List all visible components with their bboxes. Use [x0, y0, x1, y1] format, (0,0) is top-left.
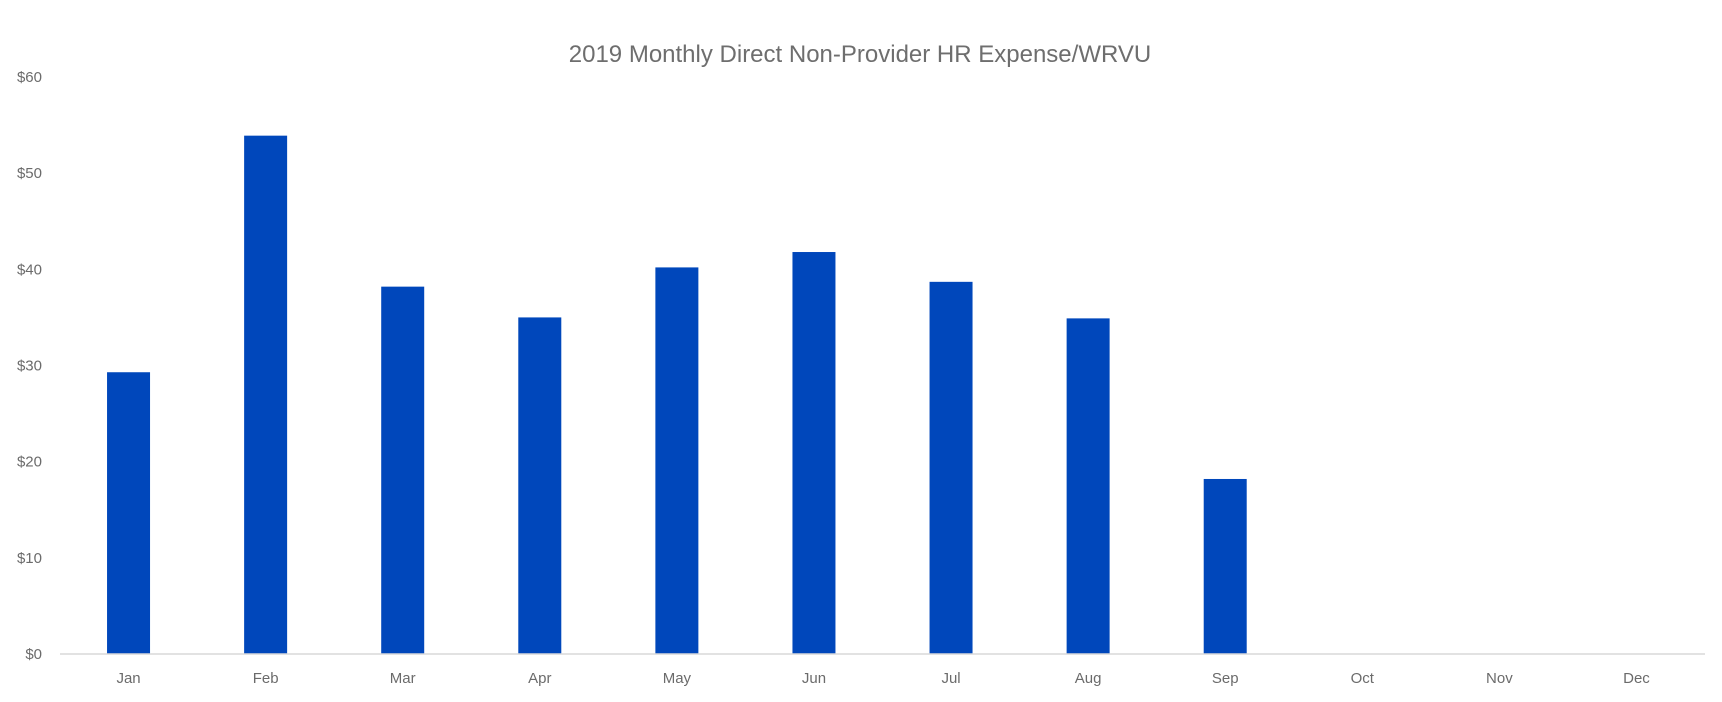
bar-jun: [792, 252, 836, 655]
x-tick-label: Jan: [116, 670, 140, 687]
bar-jul: [929, 281, 973, 654]
bar-jan: [107, 372, 151, 654]
x-tick-label: Jun: [802, 670, 826, 687]
chart-title: 2019 Monthly Direct Non-Provider HR Expe…: [569, 41, 1151, 68]
x-axis-ticks: Jan Feb Mar Apr May Jun Jul Aug Sep Oct Nov Dec: [116, 670, 1650, 687]
bar-may: [655, 267, 699, 654]
bars: [107, 135, 1247, 655]
bar-mar: [381, 286, 425, 654]
x-tick-label: Oct: [1351, 670, 1375, 687]
x-tick-label: Sep: [1212, 670, 1239, 687]
bar-sep: [1203, 478, 1247, 654]
x-tick-label: Nov: [1486, 670, 1513, 687]
y-tick-label: $10: [17, 550, 42, 567]
bar-aug: [1066, 318, 1110, 654]
y-tick-label: $0: [25, 646, 42, 663]
x-tick-label: Apr: [528, 670, 551, 687]
bar-apr: [518, 317, 562, 654]
y-axis-ticks: $0 $10 $20 $30 $40 $50 $60: [17, 69, 42, 663]
y-tick-label: $30: [17, 358, 42, 375]
bar-feb: [244, 135, 288, 654]
y-tick-label: $20: [17, 454, 42, 471]
x-tick-label: Feb: [253, 670, 279, 687]
y-tick-label: $50: [17, 165, 42, 182]
x-tick-label: Jul: [941, 670, 960, 687]
x-tick-label: Mar: [390, 670, 416, 687]
x-tick-label: May: [663, 670, 692, 687]
y-tick-label: $40: [17, 261, 42, 278]
x-tick-label: Dec: [1623, 670, 1650, 687]
x-tick-label: Aug: [1075, 670, 1102, 687]
y-tick-label: $60: [17, 69, 42, 86]
